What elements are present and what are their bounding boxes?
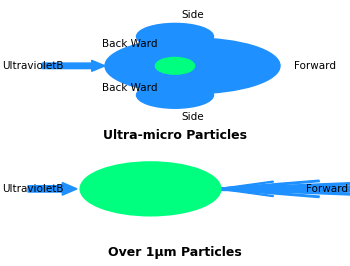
Circle shape bbox=[80, 162, 220, 215]
Text: Back Ward: Back Ward bbox=[102, 39, 157, 49]
Text: Back Ward: Back Ward bbox=[102, 83, 157, 93]
Ellipse shape bbox=[136, 23, 214, 50]
Text: Forward: Forward bbox=[306, 184, 348, 194]
FancyArrow shape bbox=[42, 60, 105, 71]
FancyArrow shape bbox=[220, 189, 273, 197]
FancyArrow shape bbox=[28, 182, 77, 195]
FancyArrow shape bbox=[220, 180, 320, 190]
Text: Forward: Forward bbox=[294, 61, 336, 71]
FancyArrow shape bbox=[220, 186, 350, 190]
Text: Ultra-micro Particles: Ultra-micro Particles bbox=[103, 129, 247, 142]
Text: UltravioletB: UltravioletB bbox=[2, 61, 63, 71]
FancyArrow shape bbox=[220, 188, 350, 190]
Ellipse shape bbox=[105, 38, 280, 94]
FancyArrow shape bbox=[220, 188, 320, 198]
Circle shape bbox=[156, 58, 194, 74]
Text: UltravioletB: UltravioletB bbox=[2, 184, 63, 194]
FancyArrow shape bbox=[220, 181, 273, 189]
Text: Side: Side bbox=[181, 10, 204, 20]
Text: Over 1μm Particles: Over 1μm Particles bbox=[108, 246, 242, 259]
FancyArrow shape bbox=[220, 188, 350, 192]
FancyArrow shape bbox=[220, 182, 350, 190]
Text: Side: Side bbox=[181, 112, 204, 122]
Ellipse shape bbox=[136, 82, 214, 108]
FancyArrow shape bbox=[220, 188, 350, 195]
